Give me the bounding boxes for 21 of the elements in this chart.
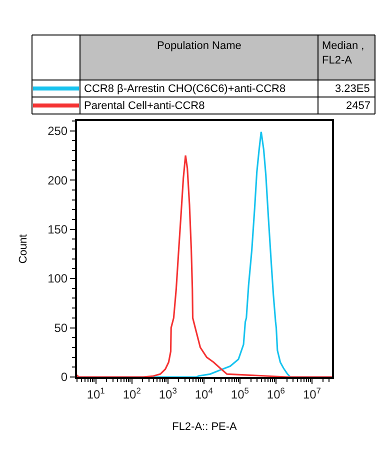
text: Population Name: [157, 40, 242, 52]
text: 3.23E5: [335, 83, 370, 95]
legend-label: CCR8 β-Arrestin CHO(C6C6)+anti-CCR8: [84, 83, 286, 95]
x-tick-label: 10$^{7}$: [302, 385, 322, 402]
y-tick-label: 250: [48, 124, 68, 138]
y-tick-label: 50: [54, 320, 68, 335]
y-tick-label: 0: [60, 370, 68, 384]
x-tick-label: 10$^{2}$: [122, 385, 142, 402]
x-tick-label: 10$^{4}$: [194, 385, 214, 402]
x-tick-label: 10$^{5}$: [230, 385, 250, 402]
x-tick-label: 10$^{6}$: [266, 385, 286, 402]
x-tick-label: 10$^{3}$: [158, 385, 178, 402]
x-axis-title: FL2-A:: PE-A: [172, 421, 238, 434]
text: 2457: [346, 100, 370, 112]
y-tick-label: 100: [48, 272, 68, 286]
x-tick-label: 10$^{1}$: [86, 385, 106, 402]
y-tick-label: 200: [48, 173, 68, 188]
text: Median , FL2-A: [322, 40, 364, 66]
y-axis-title: Count: [18, 234, 30, 264]
y-tick-label: 150: [48, 222, 68, 237]
legend-label: Parental Cell+anti-CCR8: [84, 100, 205, 112]
